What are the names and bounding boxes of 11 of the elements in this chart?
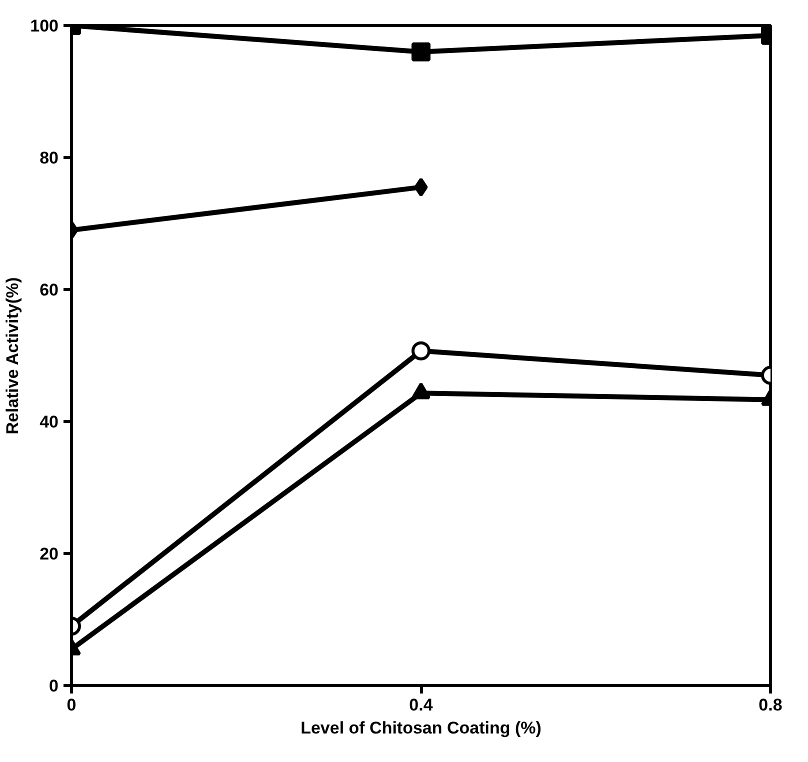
y-tick-label: 100 [30,16,59,36]
y-tick-label: 0 [49,676,59,696]
y-tick-label: 80 [40,148,59,168]
x-tick-label: 0 [66,696,76,714]
y-tick-label: 60 [40,280,59,300]
x-tick-label: 0.4 [409,696,434,714]
y-tick-label: 20 [40,544,59,564]
x-tick-label: 0.8 [758,696,782,714]
y-tick-label: 40 [40,412,59,432]
y-axis-title: Relative Activity(%) [3,277,22,434]
x-axis-title: Level of Chitosan Coating (%) [300,718,542,738]
